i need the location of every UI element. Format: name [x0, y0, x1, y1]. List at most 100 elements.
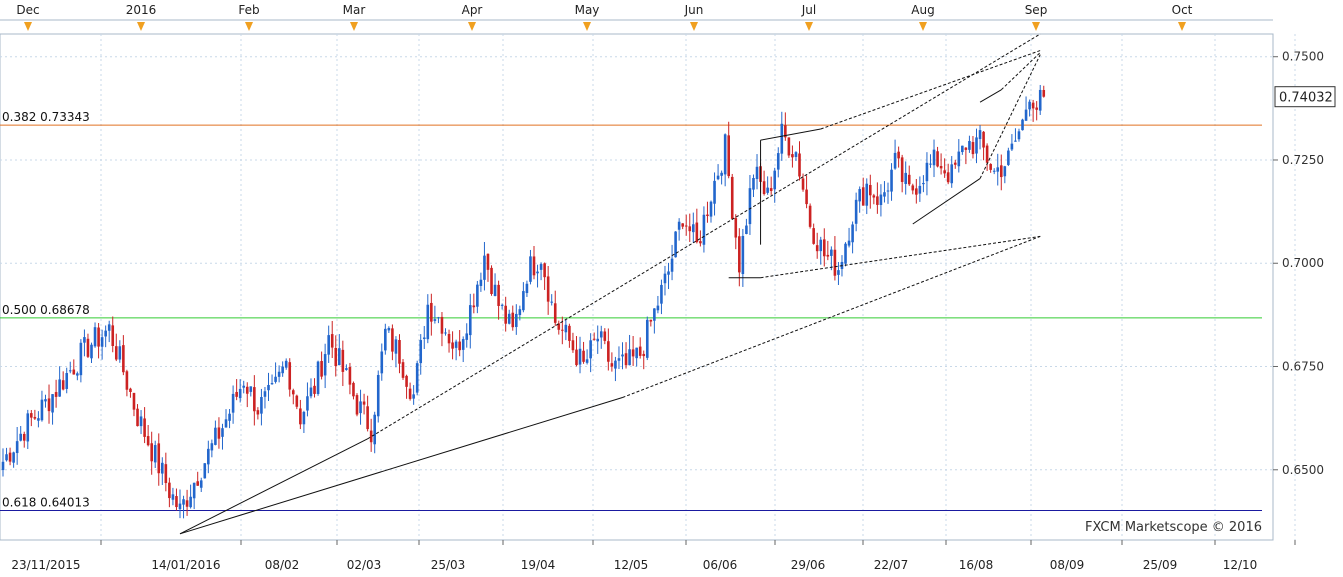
candle-body: [207, 448, 210, 465]
candle-body: [985, 145, 989, 163]
candle-body: [430, 302, 433, 322]
candle-body: [755, 166, 759, 179]
candle-body: [306, 396, 309, 411]
candle-body: [968, 140, 971, 150]
candle-body: [649, 319, 653, 322]
candle-body: [284, 360, 288, 368]
candle-body: [716, 175, 720, 180]
candle-body: [536, 271, 539, 274]
candle-body: [971, 142, 975, 155]
candle-body: [1007, 150, 1010, 165]
candle-body: [638, 346, 642, 356]
month-marker-icon: [1178, 22, 1186, 31]
candle-body: [890, 169, 893, 192]
candle-body: [992, 170, 996, 172]
candle-body: [146, 436, 150, 446]
candle-body: [267, 384, 270, 391]
x-tick-label: 02/03: [347, 558, 382, 572]
candle-body: [497, 284, 500, 306]
candle-body: [192, 482, 196, 499]
candle-body: [996, 167, 1000, 172]
candle-body: [546, 276, 550, 302]
candle-body: [426, 304, 430, 340]
candle-body: [281, 366, 284, 374]
candle-body: [277, 371, 281, 377]
candle-body: [589, 340, 592, 359]
candle-body: [366, 406, 369, 430]
candle-body: [798, 153, 801, 177]
trendlines: [179, 33, 1041, 535]
candle-body: [603, 331, 607, 341]
trendline: [979, 89, 1002, 103]
candle-body: [107, 324, 111, 331]
candle-body: [100, 337, 104, 347]
trendline: [979, 54, 1041, 179]
candle-body: [51, 394, 54, 413]
candle-body: [872, 195, 876, 198]
candle-body: [125, 371, 129, 390]
candle-body: [628, 349, 631, 366]
x-tick-label: 25/03: [431, 558, 466, 572]
candle-body: [869, 184, 872, 196]
candle-body: [815, 245, 819, 252]
candle-body: [656, 305, 660, 311]
candle-body: [769, 188, 773, 191]
month-marker-icon: [1032, 22, 1040, 31]
candle-body: [564, 324, 568, 333]
candle-body: [391, 328, 394, 352]
candle-body: [468, 305, 472, 336]
month-label: Aug: [911, 3, 934, 17]
candle-body: [766, 187, 769, 193]
candle-body: [263, 391, 267, 397]
candle-body: [667, 271, 670, 275]
candle-body: [65, 373, 69, 389]
candle-body: [748, 188, 752, 225]
candle-body: [355, 395, 359, 415]
x-tick-label: 29/06: [791, 558, 826, 572]
candle-body: [150, 443, 153, 462]
month-label: Dec: [16, 3, 39, 17]
candle-body: [15, 441, 19, 454]
candle-body: [302, 411, 306, 425]
candle-body: [479, 279, 483, 286]
candle-body: [458, 341, 461, 351]
candle-body: [214, 427, 217, 445]
candle-body: [341, 349, 345, 372]
candle-body: [348, 366, 352, 385]
fib-level-label: 0.382 0.73343: [2, 110, 90, 124]
candle-body: [568, 325, 571, 341]
y-tick-label: 0.7500: [1282, 50, 1324, 64]
candle-body: [699, 241, 702, 244]
trendline: [760, 235, 1041, 279]
candle-body: [1038, 89, 1042, 111]
candle-body: [624, 353, 628, 366]
candle-body: [253, 387, 256, 412]
candle-body: [784, 125, 787, 138]
candle-body: [461, 339, 465, 350]
x-tick-label: 25/09: [1143, 558, 1178, 572]
candle-body: [61, 380, 65, 390]
candle-body: [122, 345, 125, 373]
x-tick-label: 23/11/2015: [11, 558, 80, 572]
month-label: May: [575, 3, 600, 17]
candle-body: [847, 240, 851, 246]
x-tick-label: 14/01/2016: [151, 558, 220, 572]
candle-body: [242, 385, 246, 388]
candle-body: [893, 152, 897, 169]
candle-body: [30, 413, 33, 418]
candle-body: [309, 387, 313, 397]
candle-body: [695, 222, 699, 243]
candle-body: [932, 149, 936, 166]
candle-body: [702, 214, 706, 245]
candle-body: [345, 368, 348, 370]
candle-body: [1017, 131, 1021, 140]
candle-body: [320, 361, 323, 377]
candle-body: [915, 188, 918, 195]
candle-body: [978, 130, 982, 140]
candle-body: [451, 342, 454, 349]
trendline: [179, 438, 368, 535]
candle-body: [674, 231, 677, 258]
y-tick-label: 0.6500: [1282, 463, 1324, 477]
candle-body: [1024, 109, 1028, 121]
candle-body: [738, 236, 741, 273]
